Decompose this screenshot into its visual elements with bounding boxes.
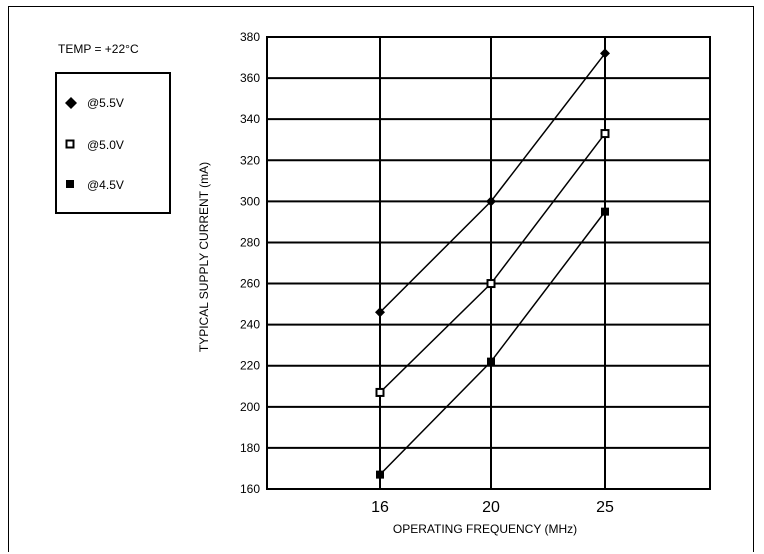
chart-frame: [8, 6, 754, 552]
legend: @5.5V @5.0V @4.5V: [55, 72, 171, 214]
x-tick-label: 16: [371, 499, 389, 516]
x-axis-title: OPERATING FREQUENCY (MHz): [393, 522, 577, 536]
y-tick-label: 340: [240, 112, 260, 126]
square-filled-icon: [65, 179, 81, 191]
y-tick-label: 380: [240, 30, 260, 44]
data-point-open-square: [600, 129, 610, 139]
y-tick-label: 320: [240, 153, 260, 167]
series-layer: [375, 48, 610, 479]
y-axis-title: TYPICAL SUPPLY CURRENT (mA): [197, 162, 211, 352]
grid: [266, 36, 711, 490]
x-tick-label: 25: [596, 499, 614, 516]
plot-area-border: [266, 36, 711, 490]
y-tick-label: 200: [240, 400, 260, 414]
data-point-open-square: [486, 279, 496, 289]
tick-labels: 160 180 200 220 240 260 280 300 320 340 360 380 16 20…: [240, 30, 614, 516]
data-point-filled-square: [487, 357, 495, 366]
data-point-diamond: [486, 196, 496, 207]
legend-label: @5.0V: [87, 138, 124, 152]
data-point-diamond: [375, 307, 385, 318]
y-tick-label: 240: [240, 318, 260, 332]
legend-item-5v0: @5.0V: [65, 138, 124, 152]
data-point-filled-square: [376, 470, 384, 479]
legend-item-4v5: @4.5V: [65, 178, 124, 192]
y-tick-label: 280: [240, 235, 260, 249]
data-point-open-square: [375, 387, 385, 397]
legend-label: @5.5V: [87, 96, 124, 110]
series-line: [379, 52, 606, 313]
y-tick-label: 160: [240, 482, 260, 496]
y-tick-label: 260: [240, 277, 260, 291]
y-tick-label: 300: [240, 194, 260, 208]
data-point-diamond: [600, 48, 610, 59]
square-open-icon: [65, 139, 81, 151]
temperature-annotation: TEMP = +22°C: [58, 42, 139, 56]
diamond-filled-icon: [65, 97, 81, 109]
y-tick-label: 180: [240, 441, 260, 455]
x-tick-label: 20: [482, 499, 500, 516]
series-line: [379, 133, 606, 393]
series-line: [379, 211, 606, 476]
y-tick-label: 220: [240, 359, 260, 373]
y-tick-label: 360: [240, 71, 260, 85]
legend-label: @4.5V: [87, 178, 124, 192]
legend-item-5v5: @5.5V: [65, 96, 124, 110]
data-point-filled-square: [601, 207, 609, 216]
